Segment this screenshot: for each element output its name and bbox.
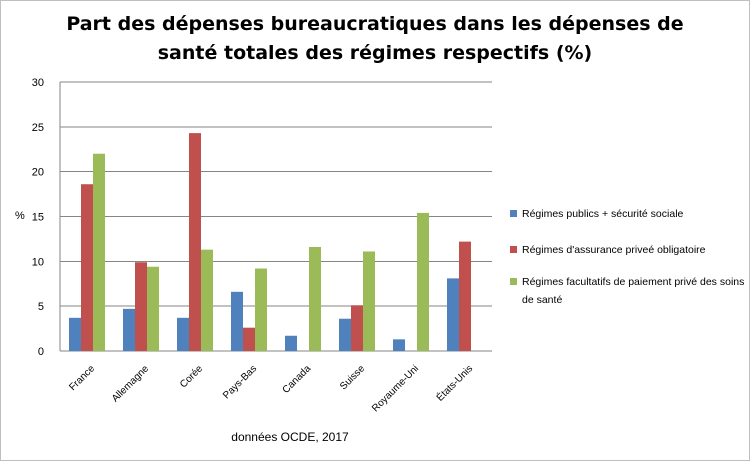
legend-label-voluntary-private: Régimes facultatifs de paiement privé de…	[522, 276, 745, 306]
chart-title-line-1: Part des dépenses bureaucratiques dans l…	[66, 13, 684, 35]
x-tick-label: Corée	[178, 363, 205, 390]
bar-compulsory-private	[351, 305, 363, 351]
bar-compulsory-private	[81, 184, 93, 351]
legend-swatch-compulsory-private	[510, 246, 517, 253]
legend-item-voluntary-private: Régimes facultatifs de paiement privé de…	[510, 273, 745, 309]
y-tick-label: 30	[32, 77, 44, 89]
x-tick-label: États-Unis	[433, 362, 475, 404]
bar-voluntary-private	[201, 249, 213, 351]
bar-voluntary-private	[93, 153, 105, 351]
bar-public	[285, 335, 297, 351]
x-tick-label: Suisse	[338, 363, 367, 392]
bar-voluntary-private	[147, 266, 159, 351]
y-tick-label: 10	[32, 256, 44, 268]
x-tick-label: France	[67, 363, 97, 393]
legend-swatch-voluntary-private	[510, 278, 517, 285]
bar-compulsory-private	[459, 241, 471, 351]
bar-public	[447, 278, 459, 351]
x-tick-label: Royaume-Uni	[370, 363, 421, 414]
bar-public	[339, 318, 351, 351]
chart-title: Part des dépenses bureaucratiques dans l…	[60, 10, 690, 68]
y-tick-label: 0	[38, 346, 44, 358]
bar-voluntary-private	[255, 268, 267, 351]
legend-item-public: Régimes publics + sécurité sociale	[510, 205, 745, 223]
x-axis-label: données OCDE, 2017	[231, 430, 349, 444]
bar-voluntary-private	[309, 246, 321, 351]
bar-voluntary-private	[417, 212, 429, 351]
legend-item-compulsory-private: Régimes d'assurance priveé obligatoire	[510, 241, 745, 259]
bar-public	[231, 291, 243, 351]
bar-compulsory-private	[135, 262, 147, 351]
y-tick-label: 25	[32, 122, 44, 134]
bar-public	[177, 317, 189, 351]
legend-label-compulsory-private: Régimes d'assurance priveé obligatoire	[522, 244, 706, 256]
y-tick-label: 20	[32, 167, 44, 179]
bar-compulsory-private	[189, 133, 201, 351]
x-tick-label: Pays-Bas	[221, 363, 259, 401]
y-axis-label: %	[15, 210, 25, 222]
x-tick-label: Canada	[281, 363, 314, 396]
x-tick-label: Allemagne	[110, 363, 151, 404]
bar-public	[69, 317, 81, 351]
legend-swatch-public	[510, 210, 517, 217]
bar-public	[123, 308, 135, 351]
legend: Régimes publics + sécurité sociale Régim…	[510, 205, 745, 309]
chart-title-line-2: santé totales des régimes respectifs (%)	[157, 42, 593, 64]
legend-label-public: Régimes publics + sécurité sociale	[522, 208, 684, 220]
bar-voluntary-private	[363, 251, 375, 351]
bar-public	[393, 339, 405, 351]
y-tick-label: 5	[38, 301, 44, 313]
y-tick-label: 15	[32, 212, 44, 224]
bar-compulsory-private	[243, 327, 255, 351]
